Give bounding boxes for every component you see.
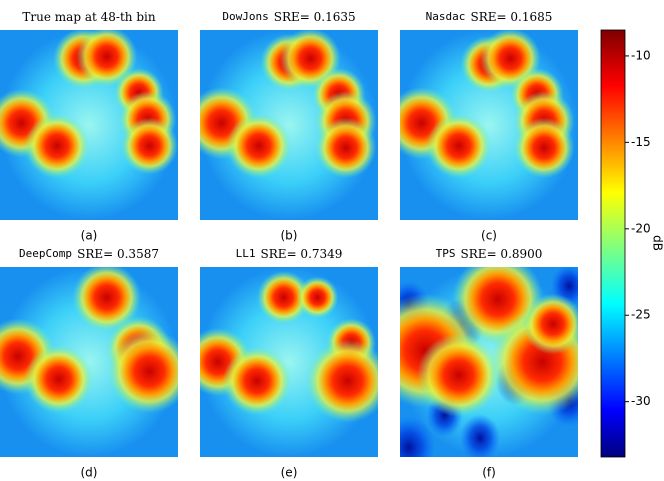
hotspot (315, 117, 377, 179)
panel-caption: (a) (81, 229, 98, 243)
heatmap-panel (0, 30, 178, 220)
hotspot (121, 117, 178, 175)
colorbar-label: dB (651, 235, 664, 251)
heatmap (0, 30, 178, 220)
panel-title: TPS SRE= 0.8900 (436, 244, 543, 263)
heatmap (400, 267, 578, 457)
tick-label: -20 (631, 221, 651, 235)
heatmap-panel (400, 267, 578, 457)
method-name: Nasdac (426, 10, 466, 23)
hotspot (305, 339, 378, 423)
title-text: SRE= 0.7349 (261, 247, 343, 261)
title-text: SRE= 0.1635 (274, 10, 356, 24)
heatmap-panel (200, 30, 378, 220)
hotspot (24, 113, 90, 179)
heatmap (200, 30, 378, 220)
heatmap-panel (200, 267, 378, 457)
title-text: True map at 48-th bin (22, 10, 155, 24)
hotspot (426, 113, 492, 179)
tick-label: -30 (631, 394, 651, 408)
panel-title: LL1 SRE= 0.7349 (236, 244, 343, 263)
hotspot (416, 333, 501, 418)
heatmap (400, 30, 578, 220)
hotspot (24, 344, 93, 414)
heatmap-panel (0, 267, 178, 457)
title-text: SRE= 0.8900 (461, 247, 543, 261)
hotspot (222, 346, 292, 416)
tick-label: -10 (631, 48, 651, 62)
heatmap-panel (400, 30, 578, 220)
method-name: DowJons (222, 10, 268, 23)
panel-title: DeepComp SRE= 0.3587 (19, 244, 159, 263)
title-text: SRE= 0.1685 (470, 10, 552, 24)
panel-title: True map at 48-th bin (22, 10, 155, 24)
panel-caption: (f) (482, 466, 496, 480)
panel-title: Nasdac SRE= 0.1685 (426, 7, 553, 26)
panel-caption: (b) (281, 229, 298, 243)
low-region (460, 414, 501, 457)
hotspot (72, 267, 141, 332)
title-text: SRE= 0.3587 (77, 247, 159, 261)
heatmap (0, 267, 178, 457)
heatmap (200, 267, 378, 457)
tick-label: -25 (631, 308, 651, 322)
hotspot (226, 113, 292, 179)
hotspot (76, 30, 138, 87)
low-region (400, 416, 435, 457)
tick-label: -15 (631, 135, 651, 149)
panel-title: DowJons SRE= 0.1635 (222, 7, 355, 26)
panel-caption: (d) (81, 466, 98, 480)
colorbar (600, 29, 626, 458)
hotspot (522, 293, 578, 355)
hotspot (257, 270, 311, 324)
hotspot (296, 276, 339, 319)
method-name: DeepComp (19, 247, 72, 260)
panel-caption: (c) (481, 229, 497, 243)
hotspot (513, 117, 575, 179)
method-name: LL1 (236, 247, 256, 260)
method-name: TPS (436, 247, 456, 260)
panel-caption: (e) (281, 466, 298, 480)
hotspot (107, 329, 178, 414)
